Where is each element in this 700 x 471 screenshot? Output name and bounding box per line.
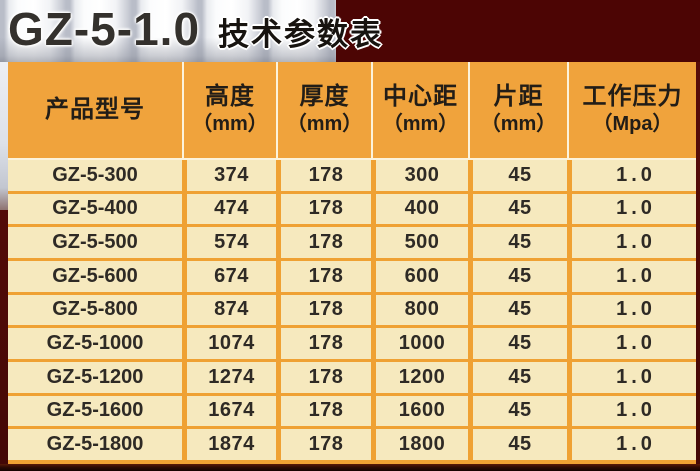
page-title: GZ-5-1.0 技术参数表 <box>8 0 383 62</box>
header-cell-0: 产品型号 <box>8 62 184 158</box>
model-cell: GZ-5-1600 <box>8 395 182 427</box>
value-cell: 1800 <box>376 429 468 460</box>
value-cell: 1.0 <box>572 328 696 359</box>
value-cell: 45 <box>473 429 567 460</box>
model-cell: GZ-5-400 <box>8 193 182 225</box>
model-cell: GZ-5-600 <box>8 260 182 292</box>
value-cell: 874 <box>187 294 276 326</box>
value-cell: 1.0 <box>572 361 696 393</box>
value-cell: 45 <box>473 395 567 427</box>
value-cell: 1674 <box>187 395 276 427</box>
value-cell: 45 <box>473 260 567 292</box>
value-cell: 45 <box>473 361 567 393</box>
value-cell: 178 <box>281 429 371 460</box>
table-row: GZ-5-400 474 178 400 45 1.0 <box>8 193 696 225</box>
value-cell: 600 <box>376 260 468 292</box>
bottom-edge-strip <box>0 464 700 471</box>
table-row: GZ-5-1600 1674 178 1600 45 1.0 <box>8 395 696 427</box>
radiator-photo <box>0 0 336 62</box>
value-cell: 1074 <box>187 328 276 359</box>
table-row: GZ-5-1000 1074 178 1000 45 1.0 <box>8 328 696 359</box>
value-cell: 45 <box>473 160 567 191</box>
header-cell-4: 片距 （mm） <box>470 62 569 158</box>
table-row: GZ-5-600 674 178 600 45 1.0 <box>8 260 696 292</box>
value-cell: 400 <box>376 193 468 225</box>
value-cell: 1874 <box>187 429 276 460</box>
left-edge-strip <box>0 62 8 210</box>
value-cell: 374 <box>187 160 276 191</box>
header-cell-3: 中心距 （mm） <box>373 62 470 158</box>
header-label: 高度 <box>205 83 255 110</box>
model-cell: GZ-5-1800 <box>8 429 182 460</box>
header-unit: （Mpa） <box>592 113 673 135</box>
header-label: 工作压力 <box>582 83 683 110</box>
value-cell: 1.0 <box>572 260 696 292</box>
value-cell: 574 <box>187 227 276 258</box>
title-model-text: GZ-5-1.0 <box>8 3 201 55</box>
table-row: GZ-5-300 374 178 300 45 1.0 <box>8 160 696 191</box>
model-cell: GZ-5-800 <box>8 294 182 326</box>
header-unit: （mm） <box>382 113 459 135</box>
value-cell: 1000 <box>376 328 468 359</box>
title-background-block <box>336 0 700 62</box>
value-cell: 178 <box>281 160 371 191</box>
model-cell: GZ-5-500 <box>8 227 182 258</box>
value-cell: 1.0 <box>572 429 696 460</box>
value-cell: 674 <box>187 260 276 292</box>
value-cell: 178 <box>281 294 371 326</box>
header-unit: （mm） <box>480 113 557 135</box>
table-row: GZ-5-1200 1274 178 1200 45 1.0 <box>8 361 696 393</box>
value-cell: 178 <box>281 193 371 225</box>
table-row: GZ-5-500 574 178 500 45 1.0 <box>8 227 696 258</box>
value-cell: 1600 <box>376 395 468 427</box>
title-suffix-text: 技术参数表 <box>218 17 384 52</box>
header-cell-1: 高度 （mm） <box>184 62 278 158</box>
value-cell: 800 <box>376 294 468 326</box>
table-body: GZ-5-300 374 178 300 45 1.0 GZ-5-400 474 178 400 4… <box>8 160 696 464</box>
header-label: 片距 <box>493 83 544 110</box>
value-cell: 178 <box>281 328 371 359</box>
value-cell: 45 <box>473 227 567 258</box>
table-row: GZ-5-1800 1874 178 1800 45 1.0 <box>8 429 696 460</box>
value-cell: 474 <box>187 193 276 225</box>
value-cell: 1.0 <box>572 160 696 191</box>
value-cell: 300 <box>376 160 468 191</box>
header-cell-2: 厚度 （mm） <box>278 62 373 158</box>
value-cell: 45 <box>473 193 567 225</box>
value-cell: 1200 <box>376 361 468 393</box>
table-row: GZ-5-800 874 178 800 45 1.0 <box>8 294 696 326</box>
value-cell: 178 <box>281 227 371 258</box>
table-header-row: 产品型号 高度 （mm） 厚度 （mm） 中心距 （mm） 片距 （mm） 工作压力 （Mpa） <box>8 62 696 160</box>
header-label: 厚度 <box>299 83 350 110</box>
value-cell: 178 <box>281 361 371 393</box>
model-cell: GZ-5-300 <box>8 160 182 191</box>
value-cell: 178 <box>281 395 371 427</box>
value-cell: 500 <box>376 227 468 258</box>
value-cell: 178 <box>281 260 371 292</box>
value-cell: 1.0 <box>572 193 696 225</box>
header-unit: （mm） <box>286 113 363 135</box>
value-cell: 45 <box>473 294 567 326</box>
value-cell: 1.0 <box>572 395 696 427</box>
spec-table: 产品型号 高度 （mm） 厚度 （mm） 中心距 （mm） 片距 （mm） 工作压力 （Mpa） G… <box>8 62 696 464</box>
value-cell: 45 <box>473 328 567 359</box>
value-cell: 1274 <box>187 361 276 393</box>
value-cell: 1.0 <box>572 227 696 258</box>
header-unit: （mm） <box>192 113 268 135</box>
header-cell-5: 工作压力 （Mpa） <box>569 62 696 158</box>
value-cell: 1.0 <box>572 294 696 326</box>
header-label: 产品型号 <box>45 96 145 123</box>
model-cell: GZ-5-1000 <box>8 328 182 359</box>
model-cell: GZ-5-1200 <box>8 361 182 393</box>
header-label: 中心距 <box>383 83 458 110</box>
